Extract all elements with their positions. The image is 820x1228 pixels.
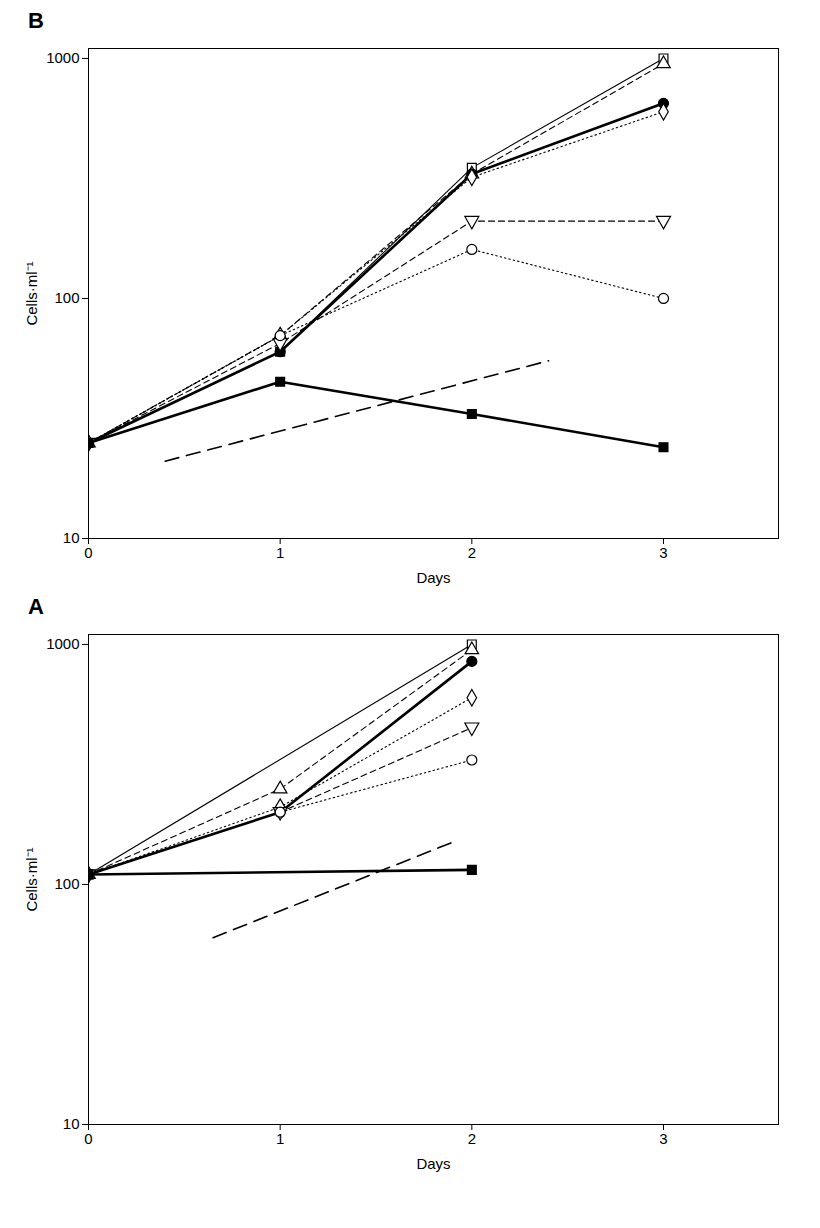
svg-text:1: 1 [276, 544, 284, 561]
svg-text:Days: Days [416, 1155, 450, 1172]
svg-text:100: 100 [54, 289, 79, 306]
svg-text:100: 100 [54, 875, 79, 892]
svg-text:1: 1 [276, 1130, 284, 1147]
svg-text:2: 2 [468, 1130, 476, 1147]
svg-text:Cells·ml⁻¹: Cells·ml⁻¹ [23, 261, 40, 325]
svg-text:Days: Days [416, 569, 450, 586]
svg-text:3: 3 [659, 544, 667, 561]
svg-text:3: 3 [659, 1130, 667, 1147]
html-text:A: A [28, 594, 44, 619]
svg-text:10: 10 [63, 529, 80, 546]
html-text:B: B [28, 8, 44, 33]
svg-text:10: 10 [63, 1115, 80, 1132]
svg-text:0: 0 [84, 544, 92, 561]
svg-text:2: 2 [468, 544, 476, 561]
svg-text:1000: 1000 [46, 635, 79, 652]
svg-text:Cells·ml⁻¹: Cells·ml⁻¹ [23, 847, 40, 911]
svg-text:1000: 1000 [46, 49, 79, 66]
svg-text:0: 0 [84, 1130, 92, 1147]
